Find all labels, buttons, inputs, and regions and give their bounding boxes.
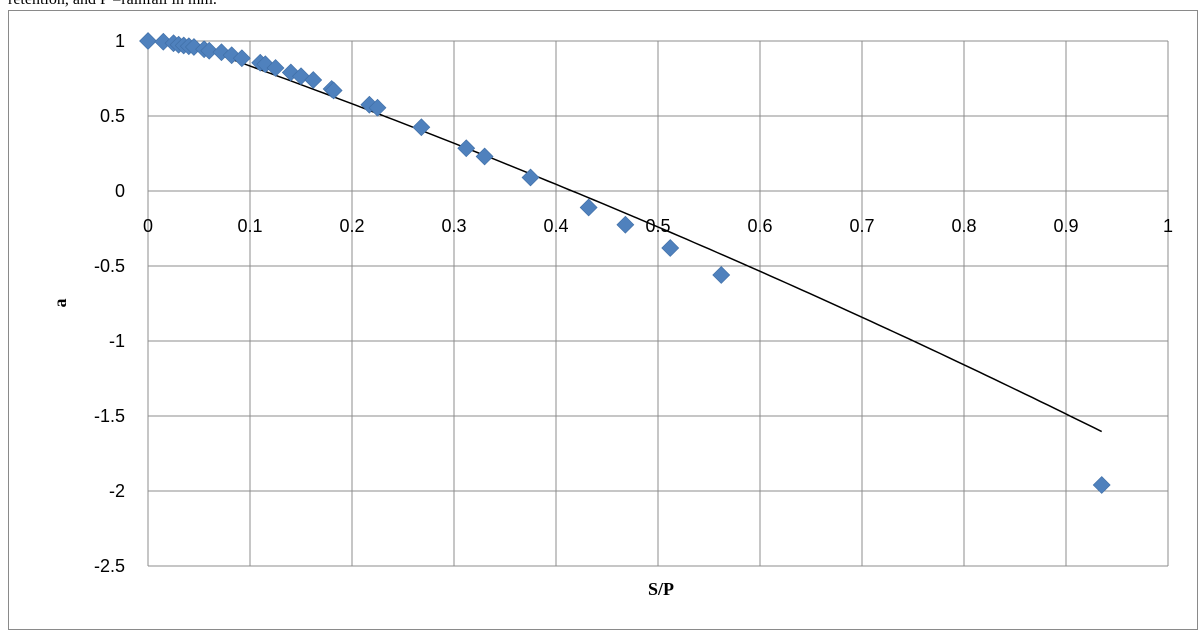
trendline [178, 39, 1103, 433]
y-tick-label: 0.5 [100, 106, 125, 126]
data-point [579, 198, 598, 217]
data-point [368, 98, 387, 117]
gridlines [147, 40, 1169, 567]
y-tick-label: -2 [109, 481, 125, 501]
x-tick-label: 0.9 [1053, 216, 1078, 236]
x-tick-label: 0.4 [543, 216, 568, 236]
x-tick-label: 0.3 [441, 216, 466, 236]
x-tick-label: 0.1 [237, 216, 262, 236]
data-point [712, 266, 731, 284]
y-tick-label: -1.5 [94, 406, 125, 426]
data-point [200, 41, 219, 60]
chart-frame: 0 0.1 0.2 0.3 0.4 0.5 0.6 0.7 0.8 0.9 1 1 0.5 0 -0.5 -… [8, 10, 1198, 630]
data-point [661, 239, 680, 257]
y-tick-label: 1 [115, 31, 125, 51]
data-point [232, 49, 251, 68]
x-tick-label: 0.7 [849, 216, 874, 236]
data-point [412, 118, 431, 137]
x-tick-label: 0.8 [951, 216, 976, 236]
x-tick-label: 0.2 [339, 216, 364, 236]
x-tick-label: 0 [143, 216, 153, 236]
y-axis-title: a [50, 299, 70, 308]
y-tick-label: 0 [115, 181, 125, 201]
data-point [139, 32, 157, 50]
caption-fragment: retention, and P =rainfall in mm. [8, 0, 217, 9]
data-point [266, 59, 285, 77]
x-tick-label: 1 [1163, 216, 1173, 236]
x-tick-label: 0.5 [645, 216, 670, 236]
scatter-chart: 0 0.1 0.2 0.3 0.4 0.5 0.6 0.7 0.8 0.9 1 1 0.5 0 -0.5 -… [50, 31, 1173, 599]
y-tick-labels: 1 0.5 0 -0.5 -1 -1.5 -2 -2.5 [94, 31, 125, 576]
data-point [521, 168, 540, 187]
trendline-group [178, 39, 1103, 433]
data-point [616, 215, 635, 234]
x-tick-label: 0.6 [747, 216, 772, 236]
data-point [324, 81, 343, 100]
x-tick-labels: 0 0.1 0.2 0.3 0.4 0.5 0.6 0.7 0.8 0.9 1 [143, 216, 1173, 236]
data-point [1092, 476, 1111, 494]
data-point [475, 147, 494, 166]
y-tick-label: -1 [109, 331, 125, 351]
y-tick-label: -0.5 [94, 256, 125, 276]
data-point [304, 71, 323, 89]
y-tick-label: -2.5 [94, 556, 125, 576]
x-axis-title: S/P [648, 579, 674, 599]
data-points [139, 32, 1111, 494]
data-point [457, 139, 476, 158]
